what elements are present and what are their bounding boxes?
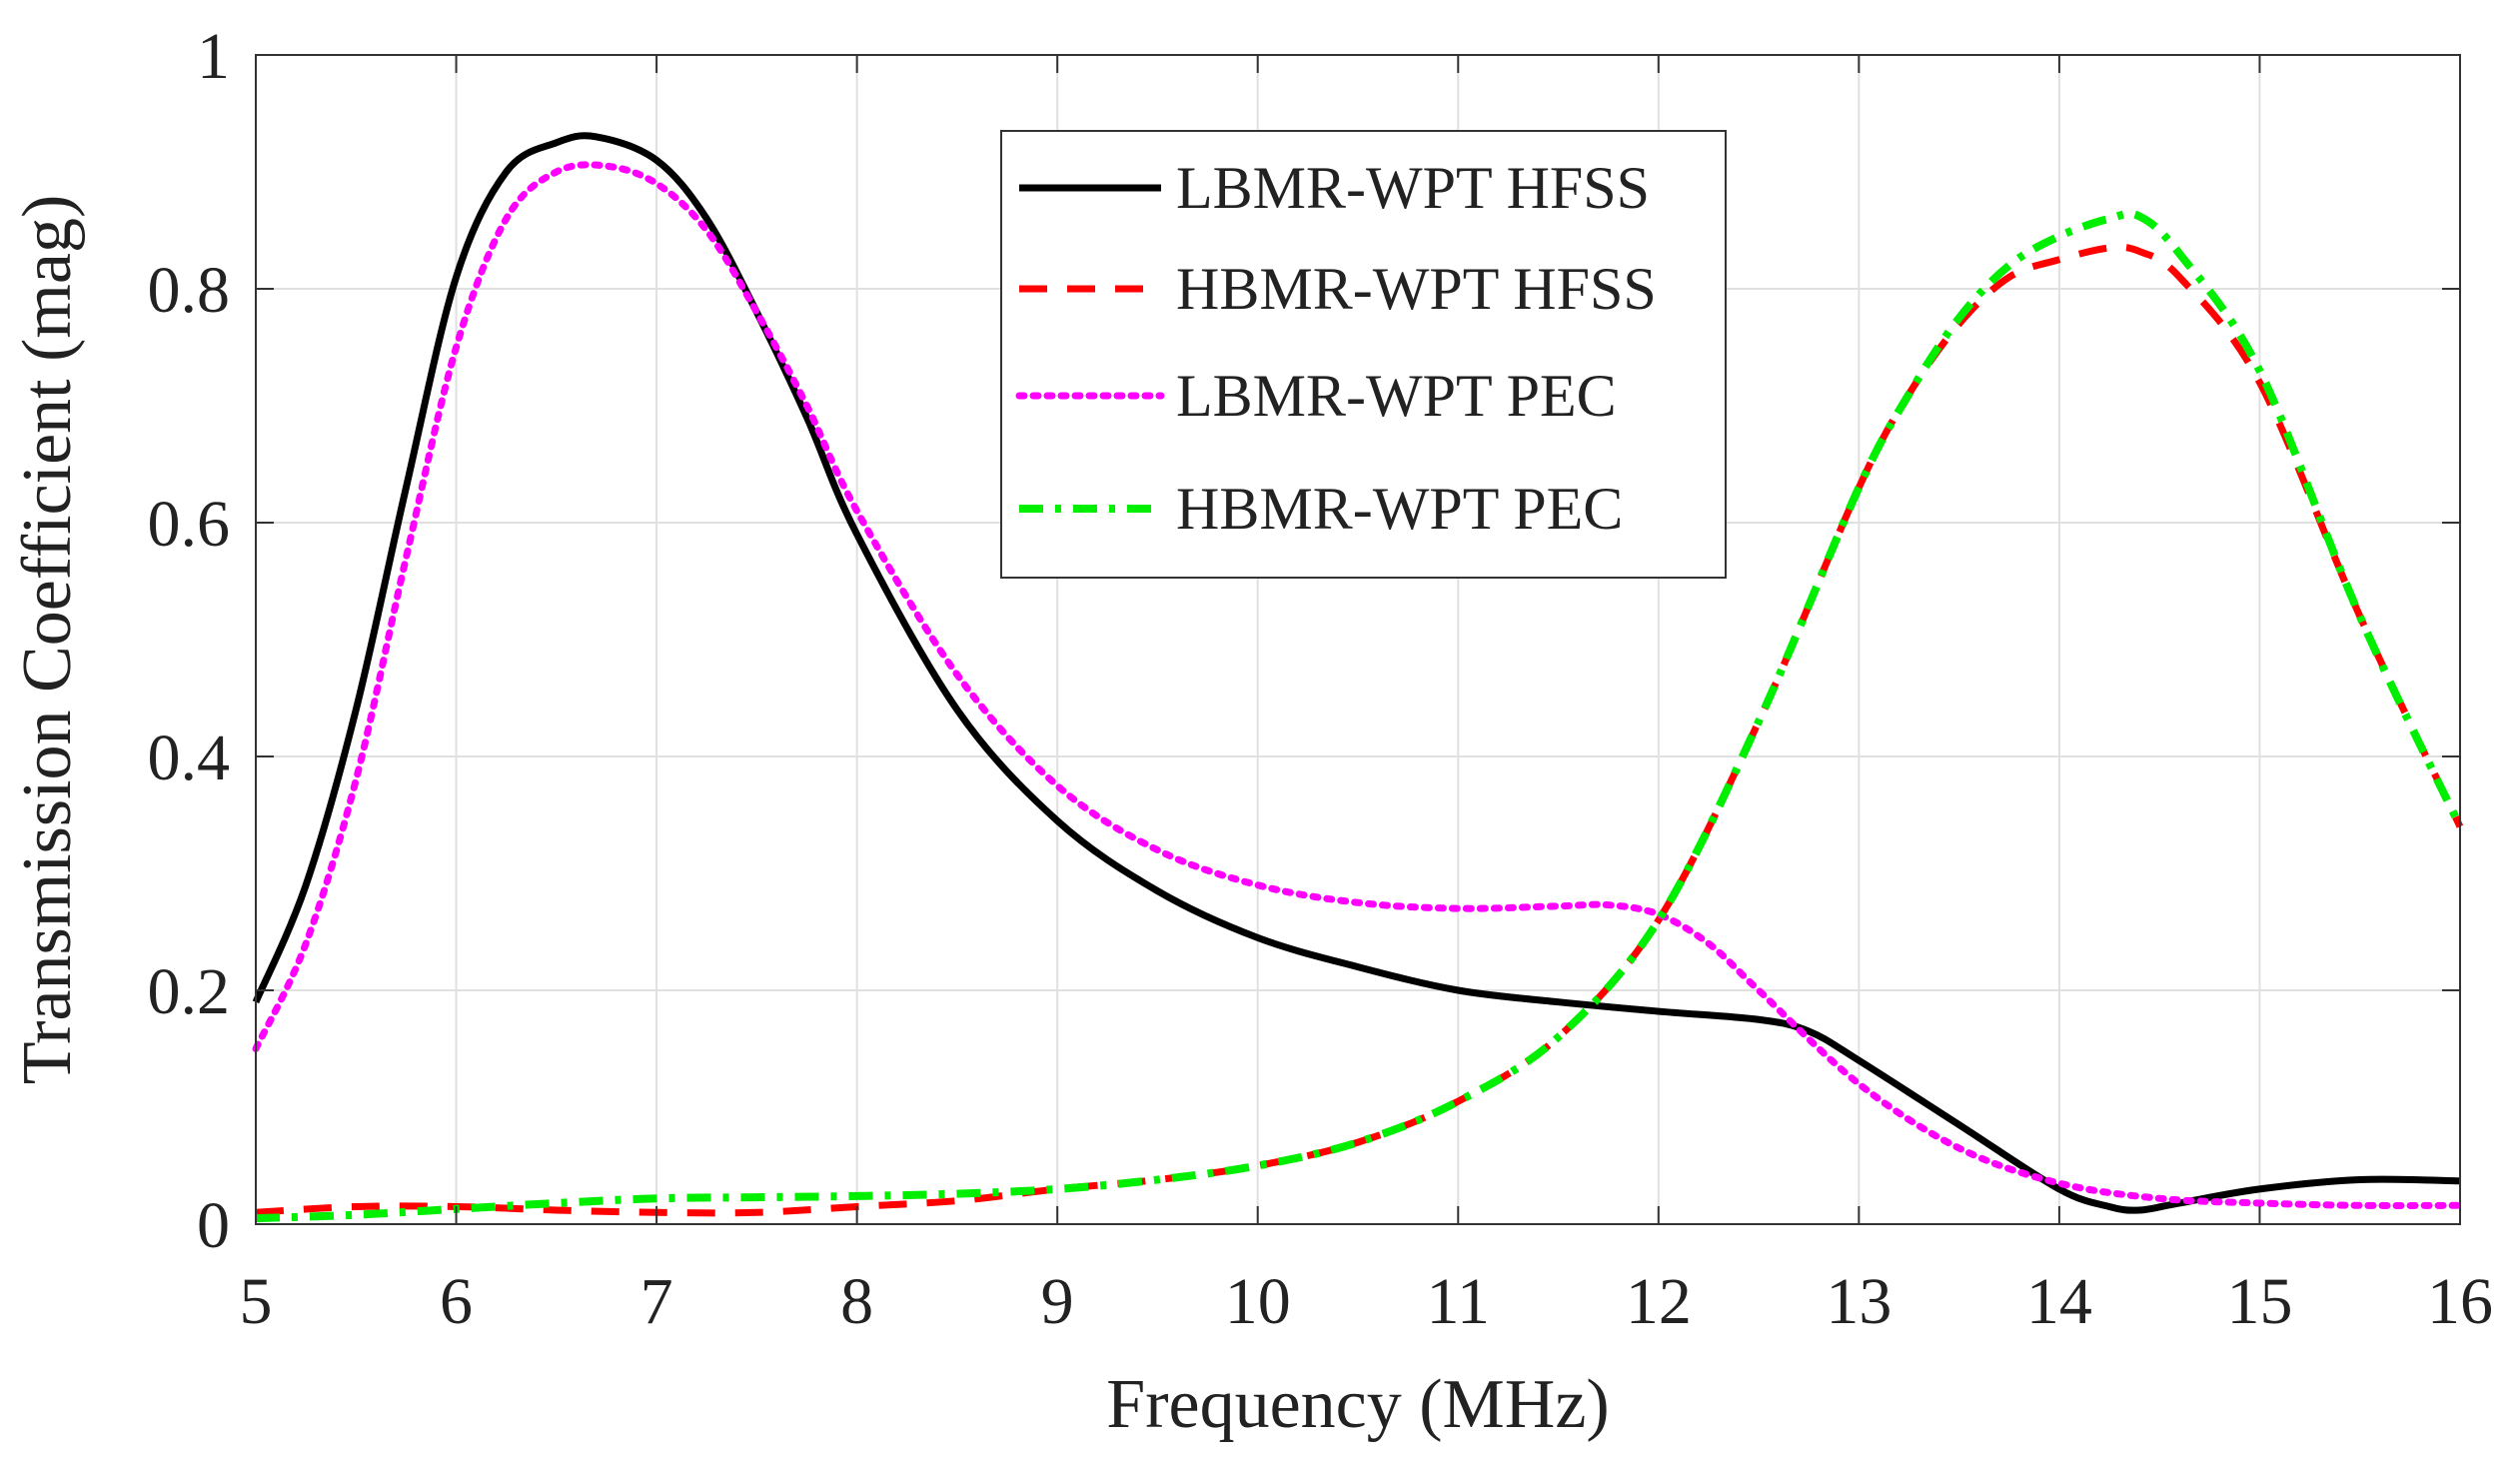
y-tick-label-0-2: 0.2 <box>148 955 231 1028</box>
legend: LBMR-WPT HFSS HBMR-WPT HFSS LBMR-WPT PEC HB… <box>1000 130 1727 579</box>
y-tick-label-0-8: 0.8 <box>148 254 231 327</box>
series-line-lbmr-wpt-pec <box>252 161 2464 1209</box>
legend-label-lbmr-wpt-pec: LBMR-WPT PEC <box>1176 363 1617 429</box>
x-tick-label-13: 13 <box>1826 1265 1891 1338</box>
plot-area-border <box>255 54 2461 1225</box>
x-tick-label-16: 16 <box>2427 1265 2493 1338</box>
x-tick-label-5: 5 <box>240 1265 273 1338</box>
axes-frame <box>255 54 2461 1225</box>
x-tick-label-8: 8 <box>840 1265 873 1338</box>
legend-label-hbmr-wpt-pec: HBMR-WPT PEC <box>1176 476 1623 542</box>
x-tick-label-12: 12 <box>1626 1265 1692 1338</box>
series-group <box>252 132 2464 1223</box>
legend-box <box>1000 130 1727 579</box>
x-tick-label-7: 7 <box>640 1265 673 1338</box>
x-axis-label: Frequency (MHz) <box>1106 1366 1609 1443</box>
y-tick-label-0-6: 0.6 <box>148 488 231 561</box>
x-tick-label-6: 6 <box>440 1265 473 1338</box>
series-line-lbmr-wpt-hfss <box>252 132 2461 1214</box>
legend-label-hbmr-wpt-hfss: HBMR-WPT HFSS <box>1176 256 1657 322</box>
y-axis-label: Transmission Coefficient (mag) <box>9 195 86 1084</box>
x-tick-label-9: 9 <box>1041 1265 1074 1338</box>
legend-label-lbmr-wpt-hfss: LBMR-WPT HFSS <box>1176 155 1650 221</box>
series-line-hbmr-wpt-pec <box>255 209 2464 1223</box>
x-tick-label-10: 10 <box>1225 1265 1291 1338</box>
x-tick-label-15: 15 <box>2226 1265 2292 1338</box>
x-tick-label-11: 11 <box>1426 1265 1490 1338</box>
y-tick-label-1: 1 <box>197 20 230 93</box>
y-tick-label-0-4: 0.4 <box>148 722 231 794</box>
y-tick-label-0: 0 <box>197 1189 230 1262</box>
ticks: 5 6 7 8 9 10 11 12 13 14 15 16 0 0.2 0.4 0.6 0.8 1 <box>148 20 2494 1338</box>
x-tick-label-14: 14 <box>2026 1265 2092 1338</box>
